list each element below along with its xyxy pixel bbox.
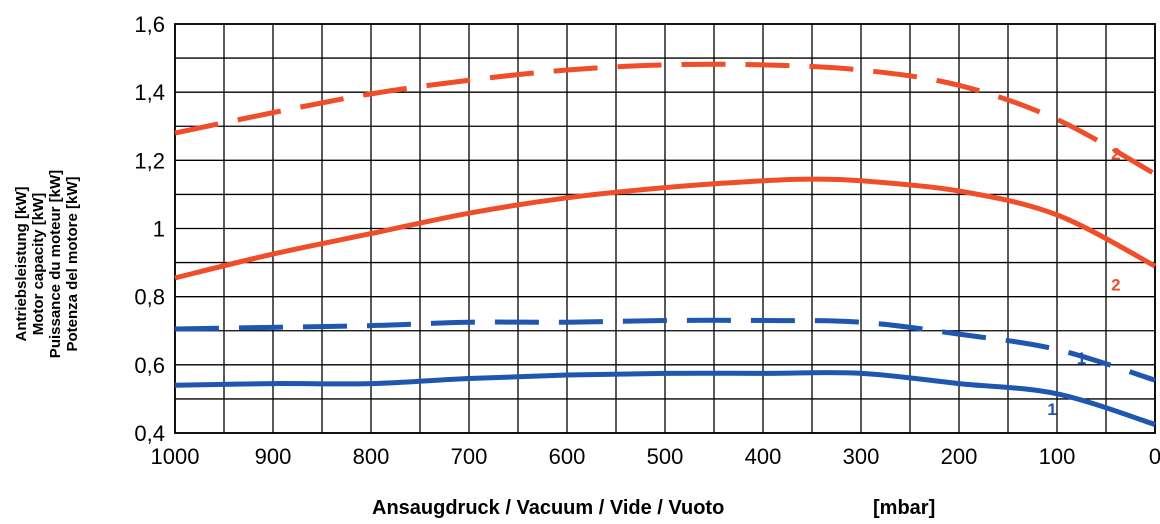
x-tick-label: 700 [451, 444, 488, 469]
y-tick-label: 1 [153, 217, 165, 242]
x-tick-label: 900 [255, 444, 292, 469]
x-tick-label: 100 [1039, 444, 1076, 469]
series-2-solid-annotation: 2 [1111, 276, 1120, 295]
y-tick-label: 1,4 [134, 80, 165, 105]
x-tick-label: 400 [745, 444, 782, 469]
x-tick-label: 1000 [151, 444, 200, 469]
series-annotations: 2 2 1 1 [1047, 145, 1120, 420]
y-tick-label: 1,2 [134, 148, 165, 173]
y-axis-label-line-4: Potenza del motore [kW] [64, 176, 81, 351]
y-tick-label: 1,6 [134, 12, 165, 37]
x-tick-label: 0 [1149, 444, 1160, 469]
x-axis-unit: [mbar] [873, 497, 935, 519]
series-2-solid-line [174, 176, 1157, 281]
x-tick-label: 500 [647, 444, 684, 469]
x-axis-label: Ansaugdruck / Vacuum / Vide / Vuoto [372, 497, 724, 519]
x-tick-label: 200 [941, 444, 978, 469]
series-1-dashed-line [174, 317, 1156, 383]
x-tick-label: 600 [549, 444, 586, 469]
y-tick-label: 0,8 [134, 285, 165, 310]
y-axis-label-line-2: Motor capacity [kW] [30, 193, 47, 336]
grid [174, 23, 1156, 434]
tick-labels: 1000 900 800 700 600 500 400 300 200 100 00,40,60,… [134, 12, 1160, 469]
series-layer [174, 61, 1157, 427]
y-tick-label: 0,4 [134, 421, 165, 446]
series-2-dashed-line [174, 61, 1157, 177]
x-tick-label: 800 [353, 444, 390, 469]
y-axis-label-line-3: Puissance du moteur [kW] [47, 170, 64, 358]
plot-frame [174, 23, 1156, 434]
y-tick-label: 0,6 [134, 353, 165, 378]
y-axis-label-line-1: Antriebsleistung [kW] [13, 186, 30, 341]
x-tick-label: 300 [843, 444, 880, 469]
series-2-dashed-annotation: 2 [1111, 145, 1120, 164]
y-axis-title: Antriebsleistung [kW] Motor capacity [kW… [13, 170, 81, 358]
series-1-solid-line [174, 370, 1156, 427]
series-1-dashed-annotation: 1 [1077, 349, 1086, 368]
series-1-solid-annotation: 1 [1047, 400, 1056, 419]
